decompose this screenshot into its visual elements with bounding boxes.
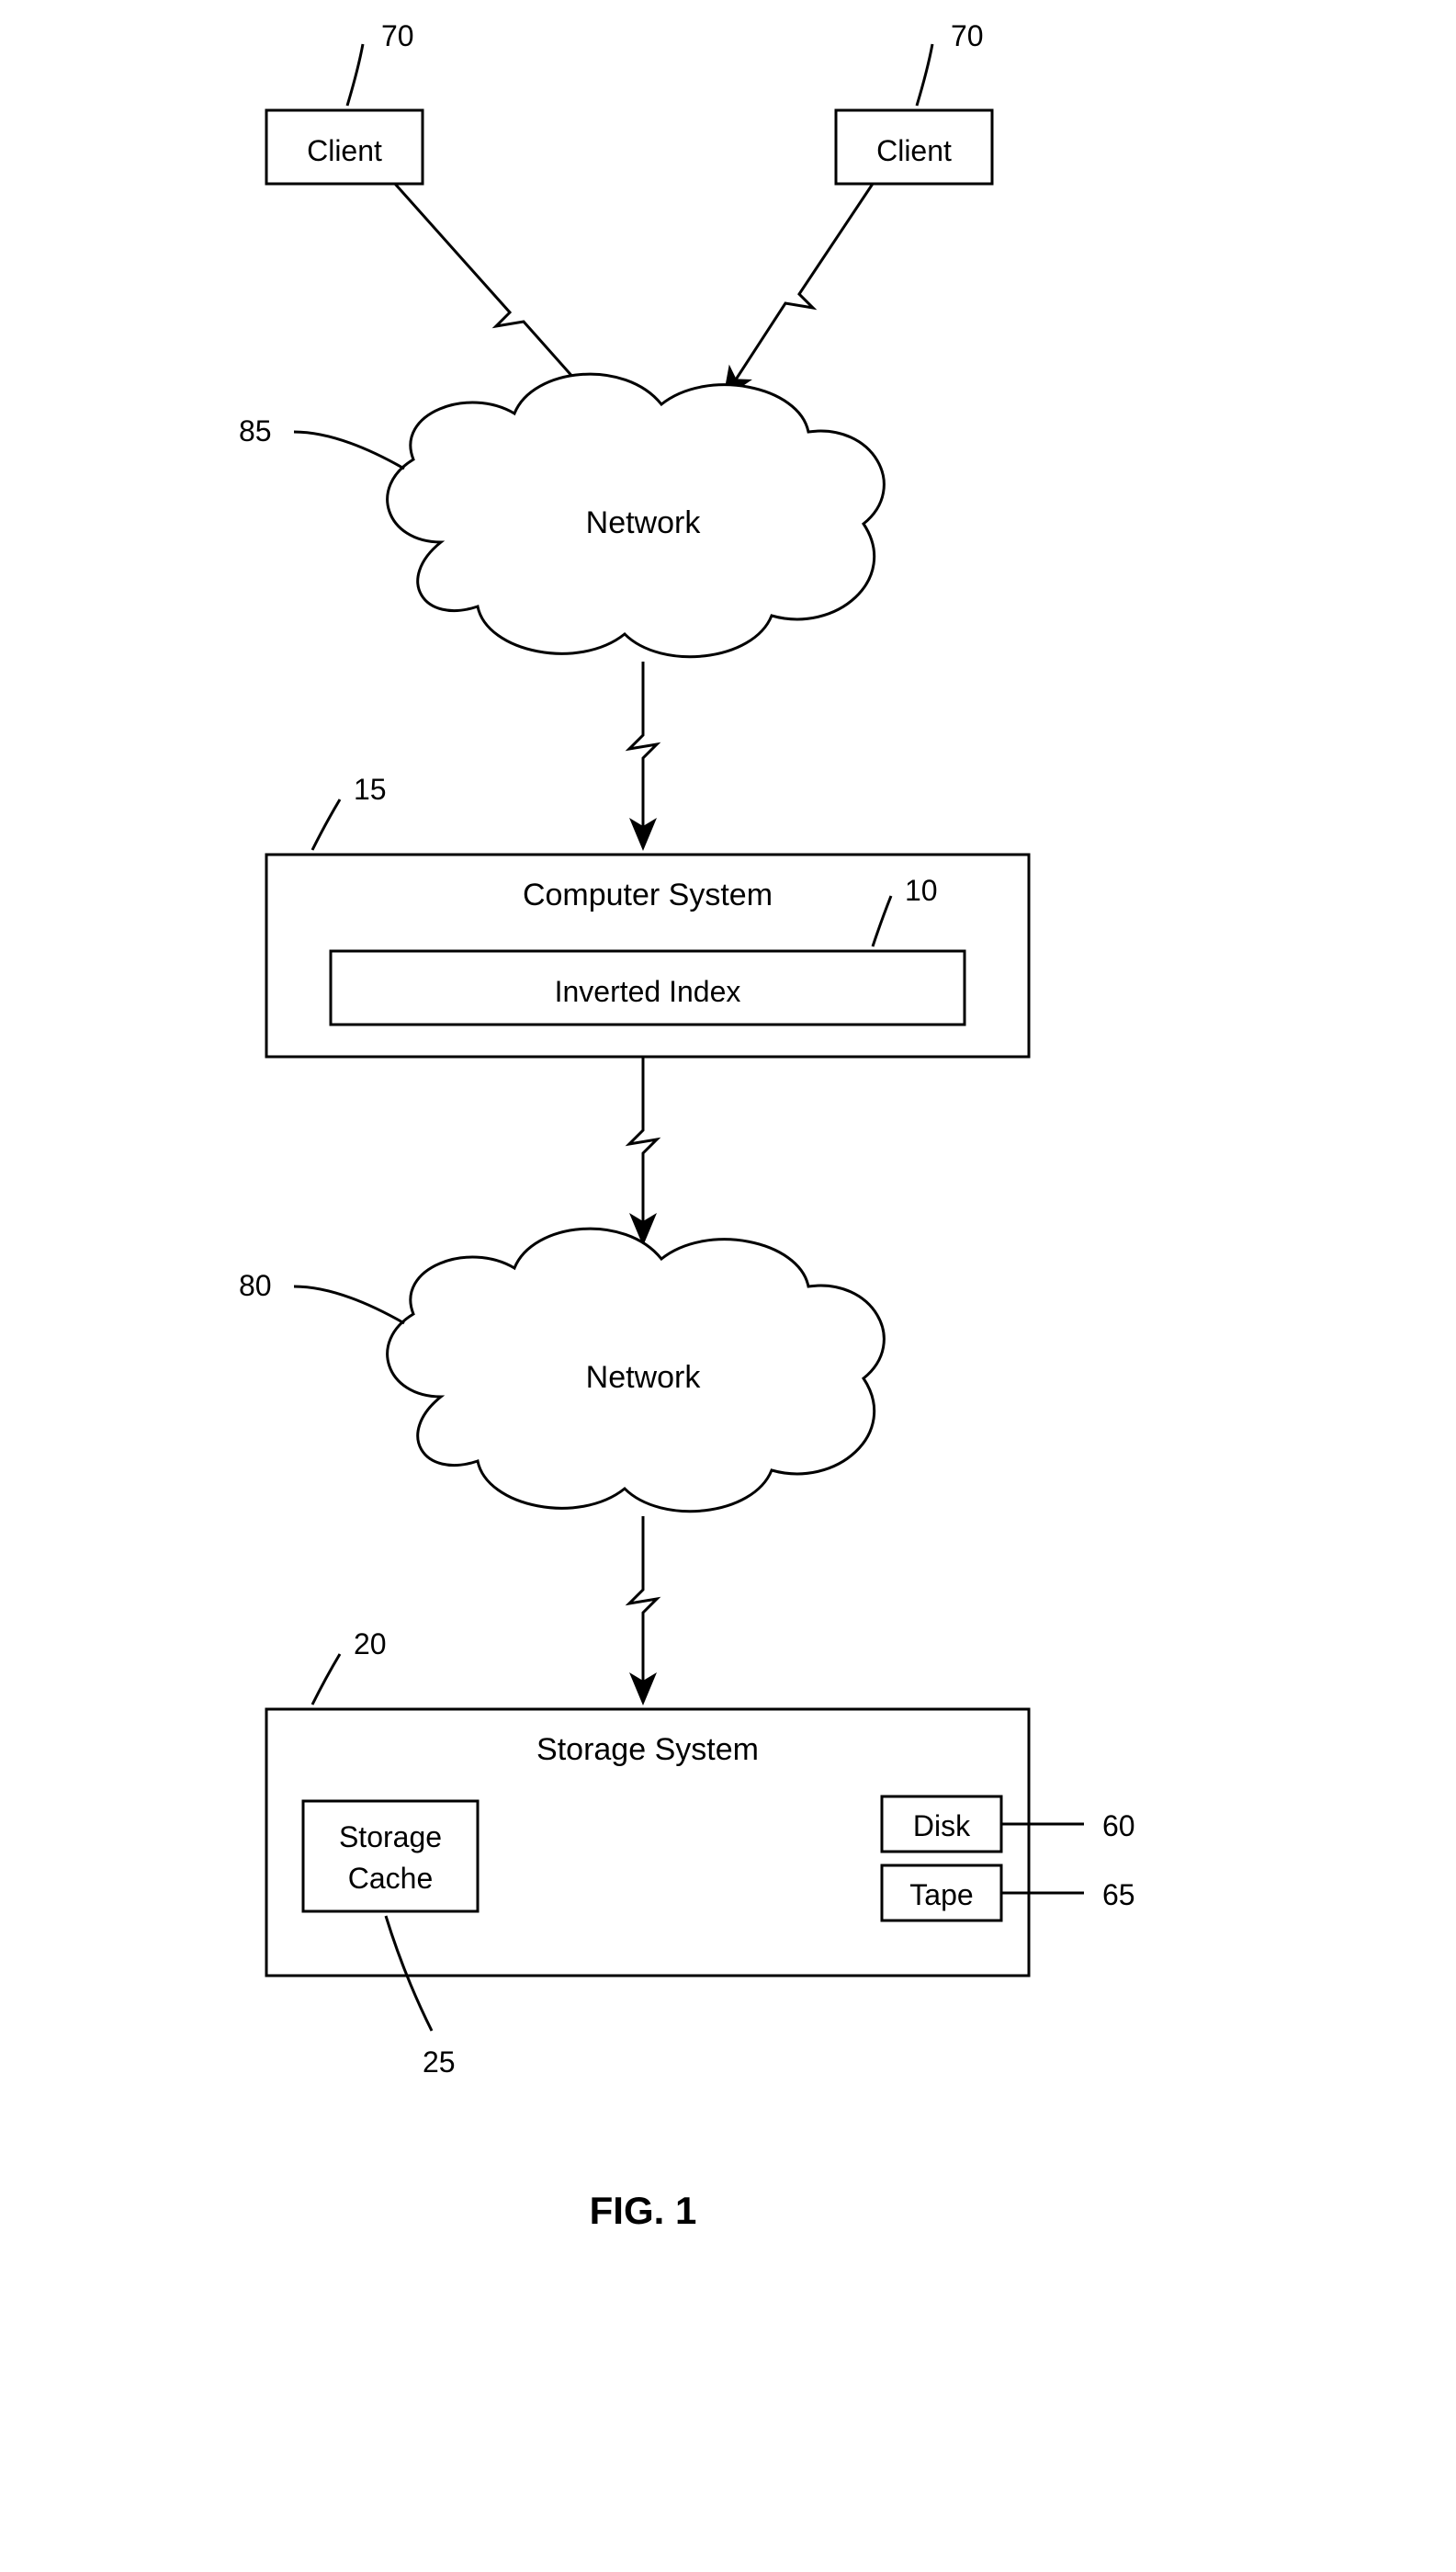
tape-ref: 65 xyxy=(1102,1878,1135,1911)
inverted-index-label: Inverted Index xyxy=(555,975,741,1008)
network-bottom-ref: 80 xyxy=(239,1269,272,1302)
network-bottom-ref-leader: 80 xyxy=(239,1269,404,1323)
disk-label: Disk xyxy=(913,1809,971,1842)
arrow-computer-to-network-bottom xyxy=(629,1057,657,1241)
disk-node: Disk xyxy=(882,1796,1001,1852)
client-left-label: Client xyxy=(307,134,382,167)
figure-caption: FIG. 1 xyxy=(590,2189,697,2232)
storage-cache-node: Storage Cache xyxy=(303,1801,478,1911)
storage-system-ref: 20 xyxy=(354,1627,387,1660)
arrow-client-left-to-network xyxy=(395,184,597,404)
network-bottom-label: Network xyxy=(586,1360,702,1395)
storage-system-ref-leader: 20 xyxy=(312,1627,387,1705)
tape-node: Tape xyxy=(882,1865,1001,1921)
client-right-ref: 70 xyxy=(951,19,984,52)
network-top-ref: 85 xyxy=(239,414,272,448)
client-left-node: Client xyxy=(266,110,423,184)
client-right-label: Client xyxy=(876,134,952,167)
disk-ref: 60 xyxy=(1102,1809,1135,1842)
storage-cache-label-line2: Cache xyxy=(348,1862,434,1895)
client-right-node: Client xyxy=(836,110,992,184)
network-bottom-node: Network xyxy=(388,1229,885,1512)
client-right-ref-leader: 70 xyxy=(917,19,984,106)
arrow-network-top-to-computer xyxy=(629,662,657,845)
network-top-label: Network xyxy=(586,505,702,540)
client-left-ref-leader: 70 xyxy=(347,19,414,106)
inverted-index-ref: 10 xyxy=(905,874,938,907)
network-top-node: Network xyxy=(388,374,885,657)
arrow-client-right-to-network xyxy=(726,184,873,395)
storage-system-label: Storage System xyxy=(536,1732,759,1767)
storage-cache-label-line1: Storage xyxy=(339,1820,442,1853)
storage-cache-ref: 25 xyxy=(423,2045,456,2079)
network-top-ref-leader: 85 xyxy=(239,414,404,469)
inverted-index-node: Inverted Index xyxy=(331,951,965,1025)
computer-system-ref: 15 xyxy=(354,773,387,806)
figure-diagram: Client 70 Client 70 Network 85 Computer … xyxy=(0,0,1456,2567)
client-left-ref: 70 xyxy=(381,19,414,52)
tape-label: Tape xyxy=(909,1878,973,1911)
computer-system-ref-leader: 15 xyxy=(312,773,387,850)
arrow-network-bottom-to-storage xyxy=(629,1516,657,1700)
computer-system-label: Computer System xyxy=(523,878,773,912)
